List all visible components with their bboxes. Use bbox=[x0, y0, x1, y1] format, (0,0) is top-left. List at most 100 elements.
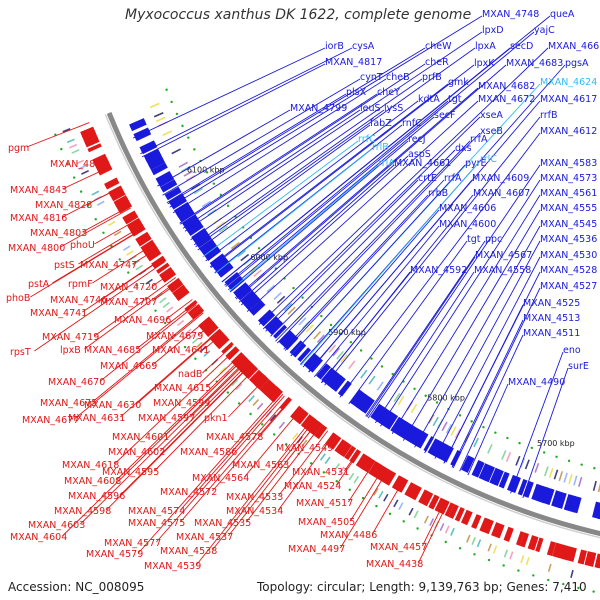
reverse-strand-gene bbox=[243, 364, 259, 380]
forward-strand-gene bbox=[273, 324, 288, 339]
gene-label-reverse: MXAN_4517 bbox=[296, 498, 353, 509]
gene-label-reverse: MXAN_4669 bbox=[100, 361, 157, 372]
genome-summary-text: Topology: circular; Length: 9,139,763 bp… bbox=[257, 580, 587, 594]
gene-leader-line bbox=[214, 148, 373, 274]
gene-label-reverse: MXAN_4816 bbox=[10, 213, 67, 224]
gene-label-reverse: rpsT bbox=[10, 347, 31, 358]
forward-strand-gene bbox=[478, 463, 493, 482]
gene-label-reverse: MXAN_4438 bbox=[366, 559, 423, 570]
tick-dot bbox=[187, 136, 190, 139]
gene-label-reverse: MXAN_4677 bbox=[22, 415, 79, 426]
gene-label-reverse: MXAN_4535 bbox=[194, 518, 251, 529]
reverse-strand-gene bbox=[199, 317, 215, 333]
forward-strand-gene bbox=[148, 157, 166, 171]
forward-strand-gene bbox=[377, 408, 392, 426]
reverse-strand-gene bbox=[279, 396, 292, 411]
tick-dot bbox=[458, 414, 462, 417]
gene-label-reverse: MXAN_4598 bbox=[54, 506, 111, 517]
gene-label-forward: MXAN_4600 bbox=[439, 219, 496, 230]
gene-label-reverse: MXAN_4603 bbox=[28, 520, 85, 531]
gene-label-forward: aspS bbox=[408, 149, 431, 160]
gene-leader-line bbox=[152, 281, 180, 302]
reverse-strand-gene bbox=[324, 432, 339, 448]
forward-strand-gene bbox=[140, 142, 157, 153]
forward-strand-gene bbox=[498, 471, 510, 489]
gene-leader-line bbox=[179, 93, 378, 224]
forward-strand-gene bbox=[382, 411, 398, 430]
forward-strand-gene bbox=[551, 490, 564, 508]
gene-leader-line bbox=[166, 299, 193, 320]
gene-leader-line bbox=[265, 179, 419, 332]
gene-leader-line bbox=[467, 383, 509, 476]
cog-category-mark bbox=[278, 421, 286, 429]
gene-leader-line bbox=[308, 179, 473, 373]
reverse-strand-gene bbox=[535, 537, 544, 553]
forward-strand-gene bbox=[164, 186, 182, 201]
gene-leader-line bbox=[198, 323, 213, 336]
gene-leader-line bbox=[202, 140, 359, 258]
gene-label-reverse: MXAN_4604 bbox=[10, 532, 67, 543]
cog-category-mark bbox=[383, 493, 389, 502]
forward-strand-gene bbox=[396, 420, 413, 439]
cog-category-mark bbox=[558, 471, 564, 482]
gene-label-reverse: MXAN_4608 bbox=[64, 476, 121, 487]
cog-category-mark bbox=[191, 337, 199, 344]
cog-category-mark bbox=[78, 164, 87, 170]
gene-leader-line bbox=[262, 116, 481, 330]
gene-label-reverse: MXAN_4615 bbox=[154, 383, 211, 394]
gene-leader-line bbox=[365, 240, 486, 417]
cog-category-mark bbox=[413, 510, 419, 519]
gene-leader-line bbox=[417, 502, 448, 564]
tick-dot bbox=[94, 218, 97, 221]
cog-category-mark bbox=[176, 319, 185, 327]
gene-leader-line bbox=[300, 160, 481, 366]
gene-label-forward: MXAN_4561 bbox=[540, 188, 597, 199]
gene-leader-line bbox=[235, 64, 507, 300]
gene-leader-line bbox=[156, 395, 285, 543]
gene-label-reverse: lpxB bbox=[60, 345, 81, 356]
reverse-strand-gene bbox=[481, 518, 490, 533]
cog-category-mark bbox=[548, 467, 554, 478]
cog-category-mark bbox=[162, 301, 170, 308]
cog-category-mark bbox=[376, 381, 384, 391]
gene-label-reverse: phoB bbox=[6, 293, 30, 304]
reverse-strand-gene bbox=[385, 471, 396, 486]
gene-leader-line bbox=[205, 100, 419, 262]
gene-label-reverse: MXAN_4685 bbox=[84, 345, 141, 356]
cog-category-mark bbox=[578, 476, 583, 487]
reverse-strand-gene bbox=[396, 477, 409, 493]
forward-strand-gene bbox=[558, 492, 567, 509]
gene-label-reverse: MXAN_4596 bbox=[68, 491, 125, 502]
reverse-strand-gene bbox=[300, 414, 316, 430]
tick-dot bbox=[329, 323, 333, 327]
reverse-strand-gene bbox=[255, 375, 268, 389]
forward-strand-gene bbox=[170, 197, 188, 210]
gene-leader-line bbox=[193, 109, 385, 246]
gene-leader-line bbox=[510, 351, 564, 494]
cog-category-mark bbox=[334, 463, 340, 471]
forward-strand-gene bbox=[160, 179, 177, 193]
gene-label-forward: tgt bbox=[467, 234, 481, 245]
cog-category-mark bbox=[296, 436, 303, 444]
cog-category-mark bbox=[408, 507, 414, 516]
cog-category-mark bbox=[253, 269, 262, 278]
forward-strand-gene bbox=[522, 480, 534, 498]
gene-label-reverse: MXAN_4601 bbox=[112, 432, 169, 443]
gene-label-forward: MXAN_4682 bbox=[478, 81, 535, 92]
gene-leader-line bbox=[30, 228, 144, 298]
gene-leader-line bbox=[348, 240, 468, 405]
cog-category-mark bbox=[227, 237, 237, 246]
gene-leader-line bbox=[80, 359, 247, 525]
reverse-strand-gene bbox=[176, 289, 190, 302]
tick-dot bbox=[127, 271, 130, 274]
gene-leader-line bbox=[84, 280, 179, 350]
gene-leader-line bbox=[339, 132, 541, 398]
cog-category-mark bbox=[423, 515, 429, 524]
gene-leader-line bbox=[160, 362, 250, 452]
gene-leader-line bbox=[180, 63, 426, 225]
gene-leader-line bbox=[62, 166, 110, 190]
gene-label-reverse: MXAN_4497 bbox=[288, 544, 345, 555]
cog-category-mark bbox=[592, 480, 597, 491]
forward-strand-gene bbox=[198, 238, 214, 251]
reverse-strand-gene bbox=[127, 219, 144, 233]
